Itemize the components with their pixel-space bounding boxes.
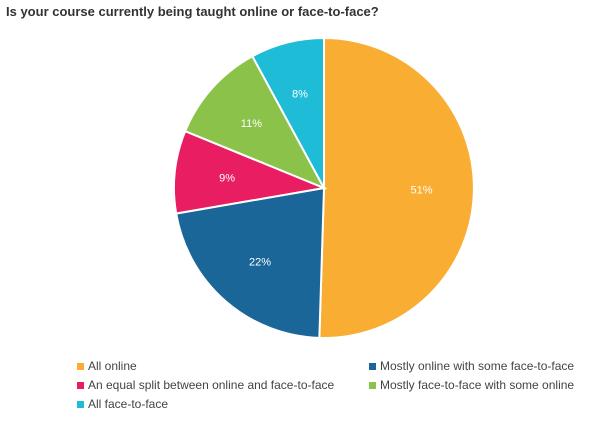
pie-slice-all-online — [318, 36, 475, 339]
pie-slice-label-an-equal-split-between-online-and-face-to-face: 9% — [219, 172, 235, 184]
legend-label: Mostly face-to-face with some online — [380, 378, 575, 392]
legend-label: All face-to-face — [88, 397, 169, 411]
legend-item-mostly-online-with-some-face-to-face[interactable]: Mostly online with some face-to-face — [369, 359, 574, 373]
legend-swatch — [77, 362, 84, 370]
pie-slice-all-face-to-face — [251, 36, 325, 189]
legend-item-mostly-face-to-face-with-some-online[interactable]: Mostly face-to-face with some online — [369, 378, 574, 392]
pie-slice-an-equal-split-between-online-and-face-to-face — [173, 129, 328, 215]
pie-slice-mostly-online-with-some-face-to-face — [175, 186, 326, 339]
legend-label: All online — [88, 359, 137, 373]
pie-slice-mostly-face-to-face-with-some-online — [183, 54, 327, 190]
legend-item-an-equal-split-between-online-and-face-to-face[interactable]: An equal split between online and face-t… — [77, 378, 334, 392]
pie-slice-label-all-face-to-face: 8% — [292, 89, 308, 101]
legend-label: An equal split between online and face-t… — [88, 378, 335, 392]
legend-item-all-online[interactable]: All online — [77, 359, 137, 373]
legend-swatch — [369, 381, 376, 389]
pie-labels: 51% 22% 9% 11% 8% — [219, 89, 433, 269]
pie-slice-label-mostly-face-to-face-with-some-online: 11% — [241, 118, 262, 130]
legend-label: Mostly online with some face-to-face — [380, 359, 575, 373]
legend-swatch — [77, 400, 84, 408]
legend-item-all-face-to-face[interactable]: All face-to-face — [77, 397, 168, 411]
legend-swatch — [77, 381, 84, 389]
pie-slices — [173, 36, 475, 339]
chart-title: Is your course currently being taught on… — [6, 4, 379, 19]
legend-swatch — [369, 362, 376, 370]
pie-slice-label-all-online: 51% — [410, 185, 432, 197]
pie-slice-label-mostly-online-with-some-face-to-face: 22% — [249, 257, 271, 269]
